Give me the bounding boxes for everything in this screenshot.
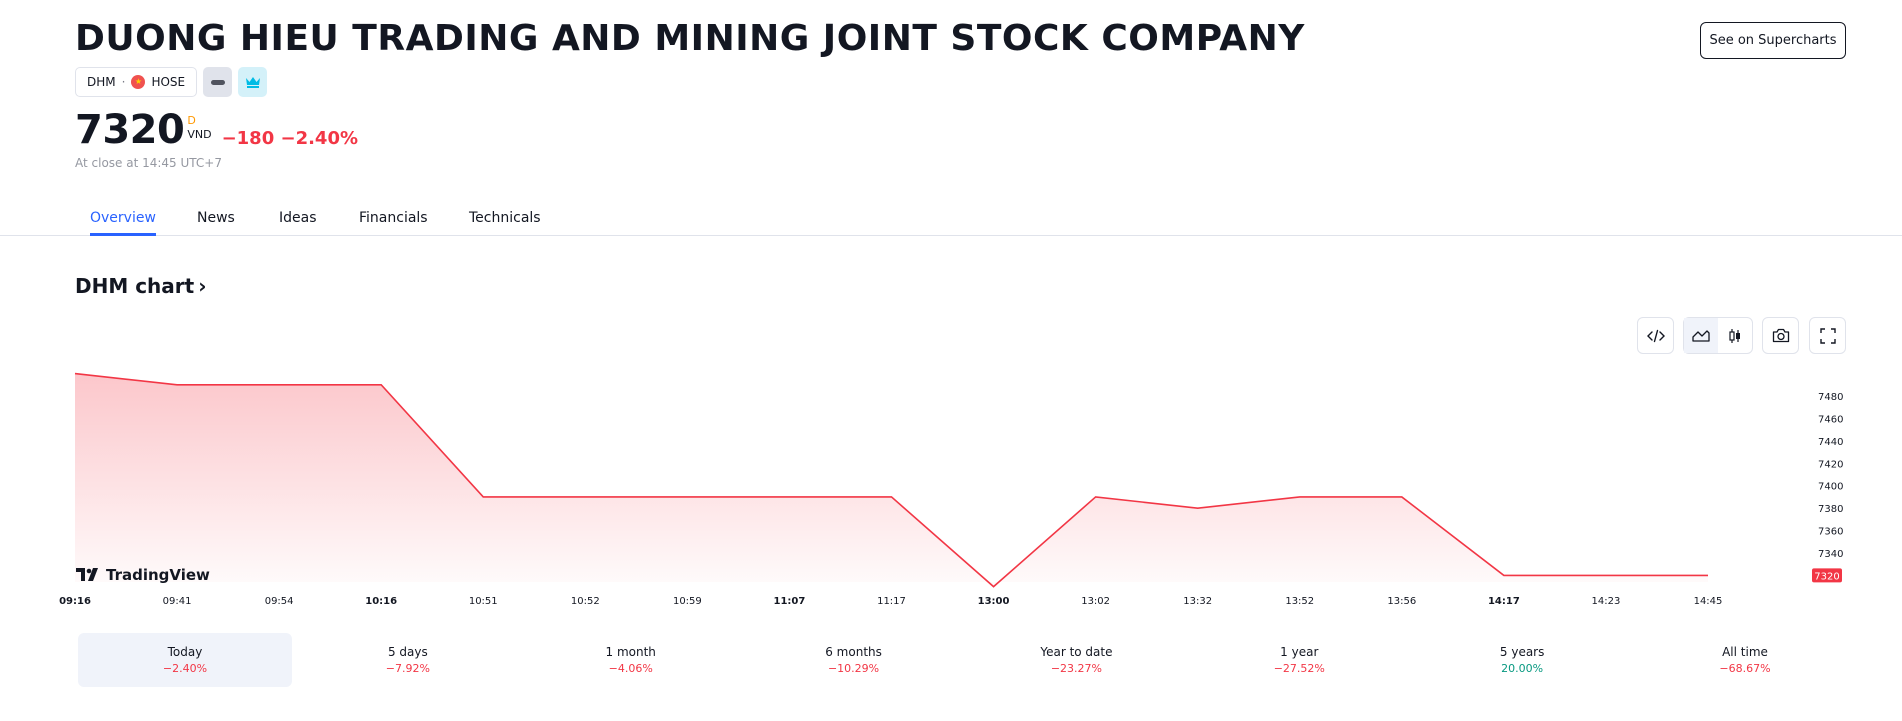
delayed-flag: D	[187, 114, 196, 127]
crown-icon	[245, 77, 260, 88]
y-tick-label: 7360	[1818, 527, 1843, 538]
x-tick-label: 09:54	[265, 596, 294, 607]
tab-financials[interactable]: Financials	[359, 210, 428, 226]
chart-style-toggle[interactable]	[1683, 317, 1753, 354]
period-change: −27.52%	[1273, 661, 1325, 675]
fullscreen-icon	[1819, 327, 1836, 344]
vietnam-flag-icon: ★	[131, 75, 146, 89]
exchange-name: HOSE	[151, 75, 186, 89]
period-1-month[interactable]: 1 month −4.06%	[524, 633, 738, 687]
period-change: −10.29%	[827, 661, 880, 675]
period-label: 5 days	[387, 644, 428, 659]
market-close-note: At close at 14:45 UTC+7	[75, 156, 222, 170]
currency-label: VND	[187, 128, 212, 141]
x-tick-label: 13:56	[1387, 596, 1416, 607]
tab-ideas[interactable]: Ideas	[279, 210, 317, 226]
ticker-symbol: DHM	[87, 75, 116, 89]
tradingview-logo-text: TradingView	[106, 566, 210, 584]
period-label: Today	[167, 644, 203, 659]
period-label: Year to date	[1040, 644, 1113, 659]
tab-overview[interactable]: Overview	[90, 210, 156, 236]
x-tick-label: 13:32	[1183, 596, 1212, 607]
period-label: 5 years	[1499, 644, 1545, 659]
tradingview-logo-icon	[76, 568, 98, 581]
x-tick-label: 14:23	[1592, 596, 1621, 607]
period-label: 1 year	[1280, 644, 1319, 659]
embed-icon	[1646, 329, 1665, 342]
separator-dot: ·	[121, 75, 126, 89]
period-change: 20.00%	[1501, 661, 1544, 675]
fullscreen-button[interactable]	[1809, 317, 1846, 354]
performance-periods: Today −2.40% 5 days −7.92% 1 month −4.06% 6 mo…	[78, 633, 1852, 687]
symbol-type-chip[interactable]	[203, 67, 233, 97]
tab-news[interactable]: News	[197, 210, 235, 226]
x-tick-label: 09:16	[59, 596, 91, 607]
last-price: 7320	[75, 107, 185, 153]
x-tick-label: 14:17	[1488, 596, 1520, 607]
x-tick-label: 10:52	[571, 596, 600, 607]
price-row: 7320 D VND −180 −2.40%	[75, 108, 358, 152]
x-tick-label: 13:00	[978, 596, 1010, 607]
x-tick-label: 13:52	[1285, 596, 1314, 607]
chevron-right-icon: ›	[198, 274, 207, 298]
period-label: 1 month	[605, 644, 656, 659]
y-tick-label: 7420	[1818, 459, 1843, 470]
x-tick-label: 13:02	[1081, 596, 1110, 607]
period-1-year[interactable]: 1 year −27.52%	[1192, 633, 1406, 687]
embed-button[interactable]	[1637, 317, 1674, 354]
period-change: −2.40%	[162, 661, 208, 675]
area-chart-icon	[1692, 329, 1710, 342]
area-fill	[75, 373, 1708, 587]
company-title: DUONG HIEU TRADING AND MINING JOINT STOC…	[75, 18, 1305, 59]
period-label: All time	[1722, 644, 1768, 659]
symbol-badges: DHM · ★ HOSE	[75, 67, 268, 97]
y-tick-label: 7380	[1818, 504, 1843, 515]
x-tick-label: 11:07	[774, 596, 806, 607]
x-tick-label: 14:45	[1694, 596, 1723, 607]
area-style-button[interactable]	[1684, 318, 1718, 353]
premium-chip[interactable]	[238, 67, 268, 97]
last-price-marker	[1812, 568, 1842, 583]
period-all-time[interactable]: All time −68.67%	[1638, 633, 1852, 687]
camera-icon	[1772, 328, 1789, 343]
period-5-years[interactable]: 5 years 20.00%	[1415, 633, 1629, 687]
period-label: 6 months	[825, 644, 882, 659]
candles-icon	[1729, 328, 1740, 343]
screenshot-button[interactable]	[1762, 317, 1799, 354]
x-tick-label: 10:59	[673, 596, 702, 607]
y-tick-label: 7440	[1818, 437, 1843, 448]
price-change: −180 −2.40%	[221, 128, 359, 149]
period-change: −68.67%	[1719, 661, 1771, 675]
chart-heading-text: DHM chart	[75, 274, 195, 298]
tradingview-logo[interactable]: TradingView	[76, 566, 210, 584]
y-tick-label: 7460	[1818, 414, 1843, 425]
y-tick-label: 7340	[1818, 549, 1843, 560]
x-tick-label: 10:16	[365, 596, 397, 607]
y-tick-label: 7400	[1818, 482, 1843, 493]
last-price-marker-label: 7320	[1814, 571, 1839, 582]
symbol-tabs: Overview News Ideas Financials Technical…	[0, 208, 1902, 236]
x-tick-label: 09:41	[163, 596, 192, 607]
y-tick-label: 7480	[1818, 392, 1843, 403]
tab-technicals[interactable]: Technicals	[469, 210, 541, 226]
x-tick-label: 11:17	[877, 596, 906, 607]
candles-style-button[interactable]	[1718, 318, 1752, 353]
period-5-days[interactable]: 5 days −7.92%	[301, 633, 515, 687]
currency-block: D VND	[187, 114, 211, 142]
chart-heading-link[interactable]: DHM chart ›	[75, 274, 206, 298]
period-change: −7.92%	[385, 661, 430, 675]
x-tick-label: 10:51	[469, 596, 498, 607]
period-change: −23.27%	[1050, 661, 1102, 675]
period-today[interactable]: Today −2.40%	[78, 633, 292, 687]
period-6-months[interactable]: 6 months −10.29%	[747, 633, 961, 687]
period-year-to-date[interactable]: Year to date −23.27%	[969, 633, 1183, 687]
price-chart[interactable]: 7480 7460 7440 7420 7400 7380 7360 7340 09:16 09…	[0, 360, 1902, 618]
minus-icon	[210, 79, 225, 85]
symbol-chip[interactable]: DHM · ★ HOSE	[75, 67, 198, 97]
period-change: −4.06%	[608, 661, 653, 675]
see-on-supercharts-button[interactable]: See on Supercharts	[1700, 22, 1846, 59]
